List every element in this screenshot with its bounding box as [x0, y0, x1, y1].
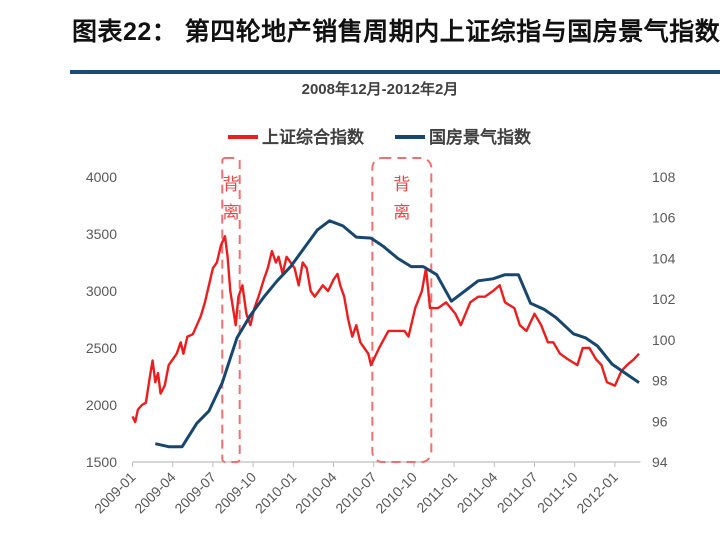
figure-title: 图表22： 第四轮地产销售周期内上证综指与国房景气指数	[72, 18, 720, 46]
y-left-tick-label: 2000	[86, 397, 117, 413]
y-left-tick-label: 3500	[86, 226, 117, 242]
x-tick-label: 2009-01	[91, 469, 139, 517]
legend-label-shanghai: 上证综合指数	[262, 127, 365, 147]
y-left-tick-label: 1500	[86, 454, 117, 470]
x-tick-label: 2011-01	[413, 469, 460, 516]
series-line-shanghai-composite	[131, 235, 640, 424]
x-tick-label: 2010-10	[372, 469, 420, 517]
legend: 上证综合指数 国房景气指数	[228, 127, 532, 147]
y-right-tick-label: 98	[652, 373, 668, 389]
x-tick-label: 2011-10	[534, 469, 581, 516]
y-left-tick-label: 2500	[86, 340, 117, 356]
y-right-tick-label: 96	[652, 413, 668, 429]
y-right-tick-label: 102	[652, 291, 676, 307]
y-right-tick-label: 100	[652, 332, 676, 348]
x-tick-label: 2009-07	[171, 469, 219, 517]
divergence-box	[371, 157, 433, 463]
divergence-box	[221, 157, 241, 463]
x-tick-label: 2012-01	[573, 469, 621, 517]
x-tick-label: 2010-01	[252, 469, 300, 517]
y-right-tick-label: 106	[652, 210, 676, 226]
y-left-tick-label: 4000	[86, 169, 117, 185]
series-line-realestate-index	[154, 219, 640, 449]
x-tick-label: 2010-04	[292, 469, 340, 517]
x-tick-label: 2009-10	[212, 469, 260, 517]
x-tick-label: 2011-07	[494, 469, 541, 516]
divergence-label-char: 离	[222, 203, 239, 222]
legend-label-realestate: 国房景气指数	[429, 127, 532, 147]
x-tick-label: 2011-04	[454, 469, 501, 516]
y-right-tick-label: 108	[652, 169, 676, 185]
title-divider	[70, 70, 720, 74]
x-tick-label: 2009-04	[131, 469, 179, 517]
y-right-tick-label: 94	[652, 454, 668, 470]
divergence-label-char: 背	[393, 175, 410, 194]
divergence-label-char: 离	[393, 203, 410, 222]
y-left-tick-label: 3000	[86, 283, 117, 299]
x-tick-label: 2010-07	[332, 469, 380, 517]
divergence-label-char: 背	[222, 175, 239, 194]
chart-subtitle: 2008年12月-2012年2月	[302, 80, 459, 98]
y-right-tick-label: 104	[652, 250, 676, 266]
